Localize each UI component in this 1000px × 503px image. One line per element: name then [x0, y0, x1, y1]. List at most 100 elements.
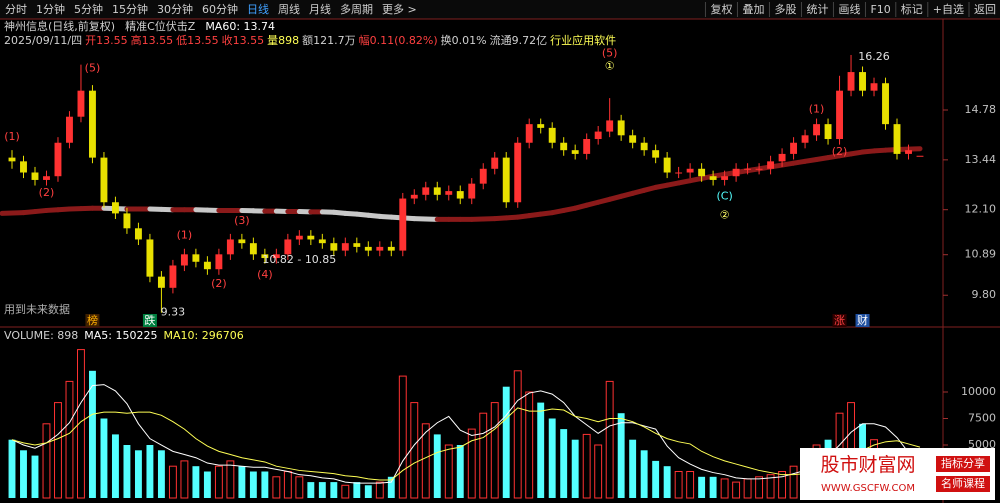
toolbar-button[interactable]: 分时: [5, 3, 27, 16]
volume-bar: [766, 474, 775, 499]
annotation: ②: [720, 208, 730, 221]
volume-bar: [502, 386, 510, 498]
volume-bar: [89, 370, 96, 498]
watermark-tag-bg: [936, 456, 990, 472]
candle-body: [54, 142, 62, 177]
header-item: 开13.55: [85, 34, 128, 47]
volume-bar: [8, 439, 16, 498]
volume-bar: [330, 482, 338, 498]
watermark-tag-bg: [936, 476, 990, 492]
candle-body: [31, 172, 39, 180]
watermark-url: WWW.GSCFW.COM: [821, 483, 915, 494]
volume-bar: [31, 455, 39, 498]
toolbar-button[interactable]: 日线: [247, 2, 269, 16]
header-item: 神州信息(日线,前复权): [4, 19, 115, 33]
volume-ma-label: MA10: 296706: [163, 329, 243, 342]
volume-title: VOLUME: 898: [4, 329, 78, 342]
candle-body: [123, 213, 131, 229]
toolbar-button[interactable]: 周线: [278, 2, 300, 16]
header-item: MA60: 13.74: [205, 20, 275, 33]
volume-bar: [364, 485, 372, 498]
candle-body: [583, 139, 591, 154]
header-item: 量898: [267, 34, 299, 47]
volume-bar: [387, 476, 395, 498]
volume-bar: [674, 471, 683, 499]
candle-body: [318, 239, 326, 244]
volume-bar: [307, 482, 315, 498]
toolbar-bg: [0, 0, 1000, 19]
toolbar-button[interactable]: 更多 >: [382, 2, 417, 16]
toolbar-button[interactable]: 叠加: [742, 3, 764, 16]
candle-body: [721, 176, 729, 180]
candle-body: [778, 153, 786, 162]
y-tick-label: 5000: [968, 438, 996, 451]
volume-bar: [375, 481, 384, 499]
toolbar-button[interactable]: 60分钟: [202, 2, 238, 16]
candle-body: [824, 124, 832, 140]
annotation: (1): [4, 130, 20, 143]
volume-bar: [444, 444, 453, 499]
volume-bar: [513, 370, 522, 499]
candle-body: [111, 202, 119, 214]
toolbar-button[interactable]: 月线: [309, 2, 331, 16]
candle-body: [675, 172, 683, 174]
annotation: (2): [832, 145, 848, 158]
volume-bar: [180, 460, 189, 499]
annotation: (2): [39, 186, 55, 199]
candle-body: [652, 150, 660, 158]
volume-bar: [214, 465, 223, 499]
candle-body: [537, 124, 545, 128]
volume-bar: [479, 412, 488, 499]
candle-body: [525, 124, 533, 143]
header-item: 高13.55: [131, 33, 174, 47]
toolbar-button[interactable]: 30分钟: [157, 2, 193, 16]
volume-bar: [755, 476, 764, 499]
toolbar-button[interactable]: 返回: [974, 3, 996, 16]
toolbar-button[interactable]: F10: [870, 3, 890, 16]
volume-bar: [629, 439, 637, 498]
candle-body: [502, 157, 510, 203]
volume-bar: [65, 380, 74, 499]
volume-bar: [686, 471, 695, 499]
volume-bar: [54, 402, 62, 499]
candle-body: [203, 261, 211, 270]
candle-body: [813, 124, 821, 136]
volume-bar: [456, 445, 464, 498]
toolbar-button[interactable]: 统计: [806, 3, 828, 16]
header-item: 行业应用软件: [550, 33, 616, 47]
candle-body: [456, 191, 464, 199]
volume-ma-label: MA5: 150225: [84, 329, 157, 342]
candle-body: [43, 176, 50, 180]
header-item: 换0.01%: [441, 33, 487, 47]
volume-bar: [42, 423, 51, 499]
toolbar-button[interactable]: 多股: [774, 2, 796, 16]
candle-body: [77, 90, 85, 117]
toolbar-button[interactable]: 复权: [710, 2, 732, 16]
candle-body: [330, 243, 338, 251]
toolbar-button[interactable]: 标记: [901, 2, 923, 16]
toolbar-button[interactable]: 画线: [838, 2, 860, 16]
candle-body: [916, 155, 924, 157]
volume-bar: [778, 471, 787, 499]
volume-bar: [341, 484, 350, 499]
volume-bar: [100, 418, 108, 498]
annotation: (5): [602, 46, 618, 59]
candle-body: [249, 243, 257, 255]
volume-bar: [111, 434, 119, 498]
toolbar-button[interactable]: 15分钟: [112, 2, 148, 16]
toolbar-button[interactable]: 5分钟: [74, 2, 103, 16]
volume-bar: [663, 466, 671, 498]
volume-bar: [168, 465, 177, 499]
candle-body: [376, 246, 384, 251]
header-item: 低13.55: [176, 34, 219, 47]
toolbar-button[interactable]: +自选: [933, 3, 964, 16]
annotation: 10.82 - 10.85: [262, 253, 336, 266]
volume-bar: [433, 434, 441, 498]
toolbar-button[interactable]: 多周期: [340, 2, 373, 16]
volume-bar: [295, 476, 304, 499]
volume-bar: [123, 445, 131, 498]
toolbar-button[interactable]: 1分钟: [36, 2, 65, 16]
candle-body: [146, 239, 154, 277]
